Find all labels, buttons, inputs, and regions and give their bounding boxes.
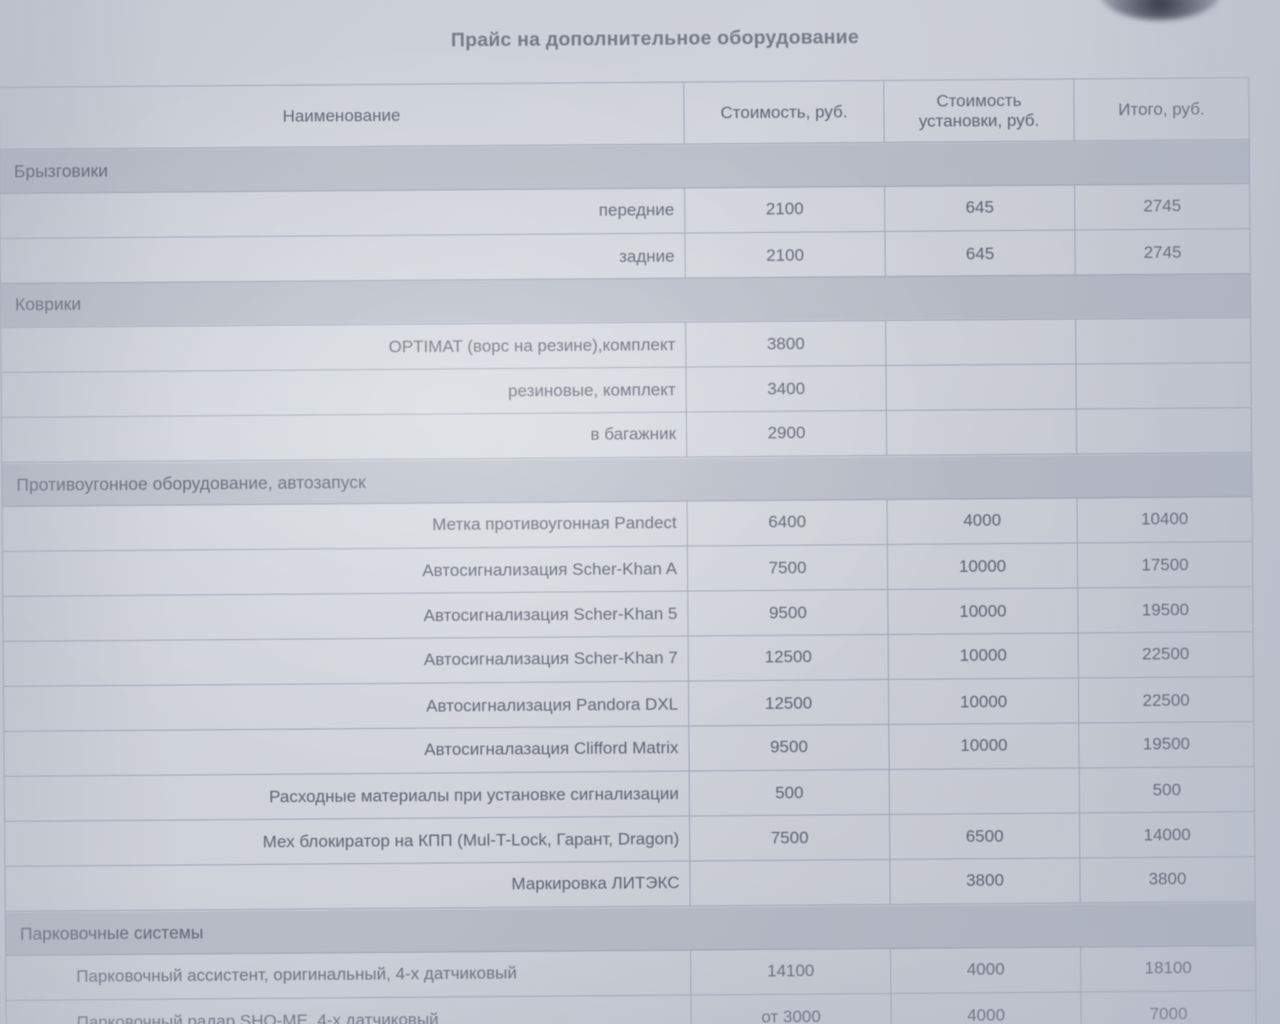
cell-cost: 9500 (688, 723, 890, 771)
lens-smudge-artifact (1100, 0, 1220, 20)
cell-cost: 12500 (688, 633, 889, 681)
cell-cost: 2900 (686, 409, 887, 457)
cell-cost: 3400 (685, 366, 887, 413)
cell-name: Автосигнализация Scher-Khan 7 (3, 635, 689, 686)
cell-cost: от 3000 (690, 994, 892, 1024)
cell-install-cost (886, 408, 1077, 455)
cell-name: в багажник (1, 411, 687, 462)
cell-name: Автосигнализация Scher-Khan A (2, 546, 688, 598)
cell-install-cost: 645 (884, 230, 1076, 278)
cell-install-cost: 3800 (889, 857, 1081, 904)
cell-install-cost: 645 (884, 184, 1075, 231)
cell-name: Парковочный радар SHO-ME, 4-х датчиковый (5, 995, 692, 1024)
cell-total: 3800 (1079, 856, 1256, 903)
cell-total (1076, 407, 1252, 454)
cell-total: 22500 (1078, 677, 1254, 724)
cell-total: 14000 (1079, 812, 1255, 859)
cell-total: 7000 (1080, 991, 1257, 1024)
cell-name: Мех блокиратор на КПП (Mul-T-Lock, Гаран… (4, 816, 690, 868)
column-header-install: Стоимость установки, руб. (883, 78, 1075, 143)
cell-name: OPTIMAT (ворс на резине),комплект (0, 322, 686, 374)
cell-total: 2745 (1074, 229, 1251, 276)
price-table: Наименование Стоимость, руб. Стоимость у… (0, 77, 1257, 1024)
cell-total: 2745 (1074, 183, 1250, 230)
cell-cost: 500 (689, 770, 890, 817)
column-header-cost: Стоимость, руб. (683, 80, 885, 145)
page-title: Прайс на дополнительное оборудование (450, 26, 859, 52)
cell-name: резиновые, комплект (0, 367, 687, 419)
table-header: Наименование Стоимость, руб. Стоимость у… (0, 77, 1250, 150)
cell-install-cost: 10000 (887, 543, 1078, 591)
cell-install-cost: 6500 (889, 813, 1080, 861)
table-body: Брызговики передние 2100 645 2745 задние 2100 6… (0, 140, 1257, 1024)
cell-cost: 7500 (689, 815, 890, 862)
column-header-name: Наименование (0, 82, 685, 150)
cell-install-cost: 10000 (888, 678, 1079, 726)
cell-name: Парковочный ассистент, оригинальный, 4-х… (5, 949, 691, 1000)
cell-install-cost: 4000 (890, 946, 1081, 993)
cell-total: 19500 (1077, 587, 1254, 634)
cell-install-cost: 4000 (887, 497, 1078, 544)
cell-install-cost: 10000 (887, 588, 1079, 636)
cell-total: 19500 (1078, 721, 1255, 768)
cell-cost: 2100 (684, 185, 885, 233)
cell-cost: 3800 (685, 321, 886, 368)
cell-total: 10400 (1077, 496, 1253, 543)
cell-name: Автосигнализация Scher-Khan 5 (2, 591, 689, 643)
cell-install-cost (889, 768, 1080, 816)
cell-name: Автосигнализация Pandora DXL (3, 681, 689, 733)
cell-total: 500 (1079, 767, 1255, 814)
cell-install-cost: 10000 (888, 632, 1079, 679)
cell-install-cost: 10000 (888, 722, 1080, 769)
cell-cost: 14100 (690, 947, 891, 995)
cell-cost: 6400 (687, 498, 888, 546)
cell-name: Автосигналазация Clifford Matrix (3, 725, 690, 776)
cell-cost (689, 858, 891, 906)
table-row: Автосигнализация Scher-Khan 7 12500 10000 2… (3, 631, 1254, 686)
cell-cost: 12500 (688, 680, 889, 727)
cell-total: 17500 (1077, 542, 1253, 589)
cell-cost: 7500 (687, 545, 888, 592)
table-row: Маркировка ЛИТЭКС 3800 3800 (4, 856, 1256, 911)
cell-install-cost (885, 319, 1076, 367)
column-header-total: Итого, руб. (1073, 77, 1250, 141)
cell-total (1075, 363, 1252, 410)
cell-name: задние (0, 233, 686, 285)
cell-cost: 2100 (684, 232, 886, 279)
cell-install-cost (885, 364, 1077, 412)
cell-total: 22500 (1078, 631, 1254, 678)
cell-total: 18100 (1080, 945, 1256, 992)
cell-name: Маркировка ЛИТЭКС (4, 860, 691, 911)
cell-cost: 9500 (687, 590, 889, 637)
table-row: в багажник 2900 (1, 407, 1252, 462)
table-row: передние 2100 645 2745 (0, 183, 1250, 238)
cell-total (1075, 318, 1251, 365)
table-header-row: Наименование Стоимость, руб. Стоимость у… (0, 77, 1250, 150)
cell-install-cost: 4000 (890, 992, 1082, 1024)
cell-name: Метка противоугонная Pandect (2, 500, 688, 551)
cell-name: передние (0, 187, 685, 238)
cell-name: Расходные материалы при установке сигнал… (4, 771, 690, 823)
